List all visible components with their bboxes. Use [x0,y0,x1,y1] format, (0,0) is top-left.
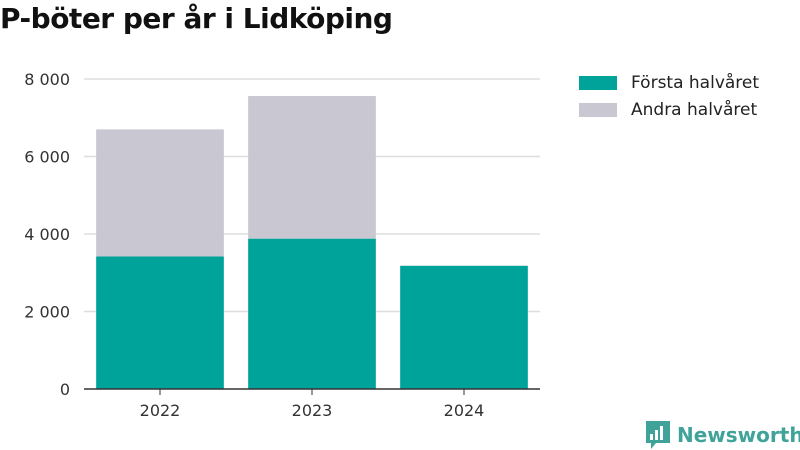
y-tick-label: 2 000 [24,303,70,322]
x-tick-label: 2023 [292,401,333,420]
bar-1-2022 [96,129,224,257]
y-tick-label: 6 000 [24,148,70,167]
y-tick-label: 4 000 [24,225,70,244]
x-tick-label: 2022 [140,401,181,420]
bar-chart-icon [646,421,670,449]
bar-0-2022 [96,256,224,389]
brand-logo: Newsworthy [645,420,800,450]
brand-name: Newsworthy [677,423,800,447]
x-tick-label: 2024 [444,401,485,420]
legend-label-first-half: Första halvåret [631,72,760,93]
bar-0-2023 [248,238,376,389]
legend-item-second-half: Andra halvåret [579,96,759,123]
y-tick-label: 8 000 [24,70,70,89]
legend: Första halvåret Andra halvåret [579,69,759,123]
legend-swatch-first-half [579,75,617,90]
bar-0-2024 [400,265,528,389]
chart-title: P-böter per år i Lidköping [0,2,393,35]
y-tick-label: 0 [60,380,70,399]
legend-swatch-second-half [579,102,617,117]
bar-1-2023 [248,96,376,239]
legend-item-first-half: Första halvåret [579,69,759,96]
legend-label-second-half: Andra halvåret [631,99,758,120]
